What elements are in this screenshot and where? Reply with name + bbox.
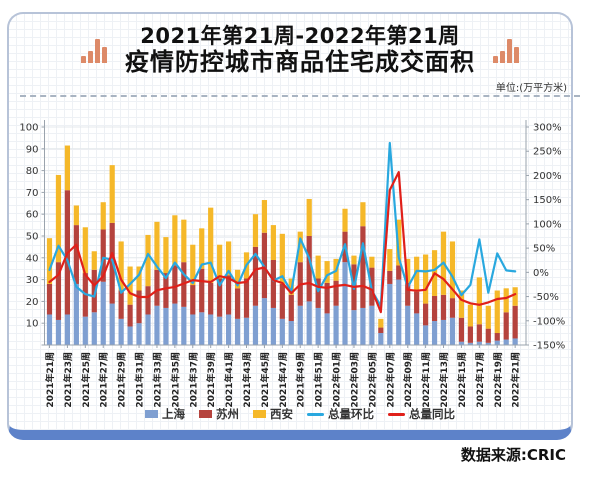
legend-label: 西安: [270, 407, 293, 421]
legend-label: 总量环比: [328, 407, 374, 421]
chart-legend: 上海 苏州 西安 总量环比 总量同比: [0, 406, 600, 422]
title-line2: 疫情防控城市商品住宅成交面积: [125, 48, 475, 77]
title-separator: [20, 95, 580, 97]
legend-item: 苏州: [199, 406, 239, 422]
data-source: 数据来源:CRIC: [460, 446, 566, 464]
title-row: 2021年第21周-2022年第21周 疫情防控城市商品住宅成交面积: [0, 24, 600, 77]
legend-line-icon: [307, 412, 324, 416]
legend-item: 总量环比: [307, 406, 374, 422]
legend-label: 上海: [162, 407, 185, 421]
title-line1: 2021年第21周-2022年第21周: [140, 24, 460, 48]
legend-swatch-icon: [145, 410, 158, 418]
legend-label: 总量同比: [409, 407, 455, 421]
bar-chart-icon: [81, 37, 107, 64]
legend-line-icon: [388, 412, 405, 416]
legend-item: 西安: [253, 406, 293, 422]
page-title: 2021年第21周-2022年第21周 疫情防控城市商品住宅成交面积: [125, 24, 475, 77]
legend-item: 总量同比: [388, 406, 455, 422]
legend-label: 苏州: [216, 407, 239, 421]
unit-label: 单位:(万平方米): [495, 83, 567, 94]
legend-swatch-icon: [199, 410, 212, 418]
bar-chart-icon: [493, 37, 519, 64]
legend-item: 上海: [145, 406, 185, 422]
legend-swatch-icon: [253, 410, 266, 418]
